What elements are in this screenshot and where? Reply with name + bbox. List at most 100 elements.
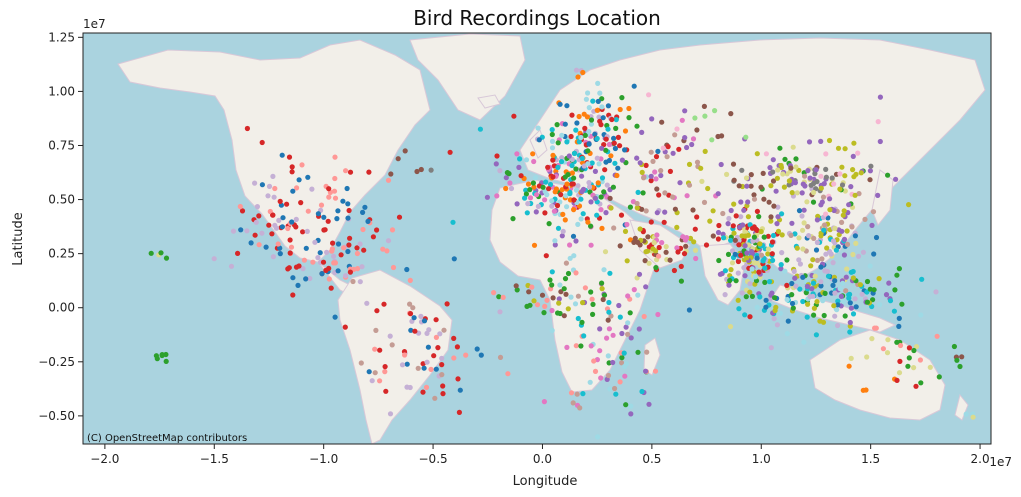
data-point: [763, 304, 769, 310]
data-point: [869, 222, 875, 228]
data-point: [806, 139, 813, 145]
data-point: [658, 168, 664, 174]
data-point: [805, 301, 811, 307]
data-point: [867, 168, 874, 174]
data-point: [504, 170, 510, 176]
y-axis: −0.50 −0.25 0.00 0.25 0.50 0.75 1.00 1.25: [38, 30, 83, 423]
data-point: [831, 303, 837, 309]
data-point: [770, 157, 776, 163]
data-point: [617, 143, 623, 149]
data-point: [497, 168, 503, 174]
data-point: [571, 197, 577, 203]
data-point: [885, 337, 891, 343]
data-point: [287, 237, 293, 243]
data-point: [582, 132, 588, 138]
data-point: [544, 192, 550, 198]
data-point: [244, 125, 250, 132]
data-point: [852, 192, 858, 198]
data-point: [760, 258, 766, 264]
data-point: [564, 204, 570, 210]
data-point: [768, 183, 774, 189]
data-point: [730, 161, 737, 167]
data-point: [933, 289, 939, 295]
data-point: [514, 151, 520, 157]
data-point: [602, 167, 608, 173]
data-point: [832, 290, 838, 296]
data-point: [404, 266, 410, 273]
data-point: [530, 180, 537, 186]
data-point: [770, 257, 776, 263]
data-point: [870, 209, 877, 215]
data-point: [789, 220, 795, 226]
data-point: [812, 273, 818, 279]
data-point: [590, 301, 596, 307]
data-point: [756, 269, 762, 275]
data-point: [358, 360, 364, 366]
data-point: [644, 349, 650, 355]
data-point: [841, 299, 847, 305]
land-british-isles: [529, 129, 548, 159]
data-point: [163, 351, 169, 358]
data-point: [614, 172, 620, 179]
data-point: [561, 313, 567, 319]
data-point: [451, 256, 457, 262]
data-point: [574, 120, 580, 126]
data-point: [304, 228, 310, 234]
data-point: [823, 174, 830, 180]
data-point: [894, 272, 900, 278]
data-point: [844, 241, 851, 247]
data-point: [751, 234, 758, 240]
data-point: [572, 301, 579, 307]
data-point: [855, 150, 861, 156]
data-point: [661, 219, 667, 225]
data-point: [575, 221, 581, 227]
data-point: [808, 182, 814, 188]
data-point: [424, 359, 430, 365]
data-point: [439, 355, 445, 361]
data-point: [350, 278, 356, 285]
data-point: [771, 316, 777, 322]
data-point: [374, 308, 380, 314]
data-point: [387, 411, 394, 417]
data-point: [906, 345, 913, 351]
data-point: [934, 333, 940, 339]
data-point: [649, 116, 655, 122]
data-point: [277, 198, 283, 204]
data-point: [738, 214, 744, 220]
data-point: [574, 391, 580, 397]
data-point: [568, 390, 575, 396]
data-point: [731, 230, 737, 236]
data-point: [345, 201, 351, 207]
data-point: [819, 256, 825, 262]
data-point: [770, 232, 777, 239]
data-point: [610, 332, 616, 338]
data-point: [228, 263, 235, 269]
data-point: [691, 239, 697, 245]
data-point: [812, 171, 818, 177]
data-point: [811, 189, 817, 196]
data-point: [546, 186, 552, 192]
data-point: [626, 105, 632, 112]
data-point: [919, 276, 925, 282]
data-point: [736, 183, 742, 189]
data-point: [739, 167, 745, 173]
data-point: [555, 225, 562, 231]
data-point: [893, 176, 899, 182]
data-point: [683, 243, 689, 249]
data-point: [571, 207, 577, 213]
data-point: [927, 364, 933, 370]
data-point: [360, 209, 366, 215]
data-point: [272, 185, 278, 192]
data-point: [769, 239, 776, 245]
data-point: [761, 234, 767, 240]
data-point: [648, 178, 654, 184]
x-tick-label: −1.5: [200, 452, 229, 466]
data-point: [345, 215, 351, 221]
data-point: [842, 313, 848, 319]
data-point: [848, 305, 855, 311]
data-point: [390, 264, 397, 271]
data-point: [615, 165, 621, 171]
data-point: [554, 122, 560, 128]
data-point: [276, 217, 282, 223]
data-point: [766, 279, 773, 285]
